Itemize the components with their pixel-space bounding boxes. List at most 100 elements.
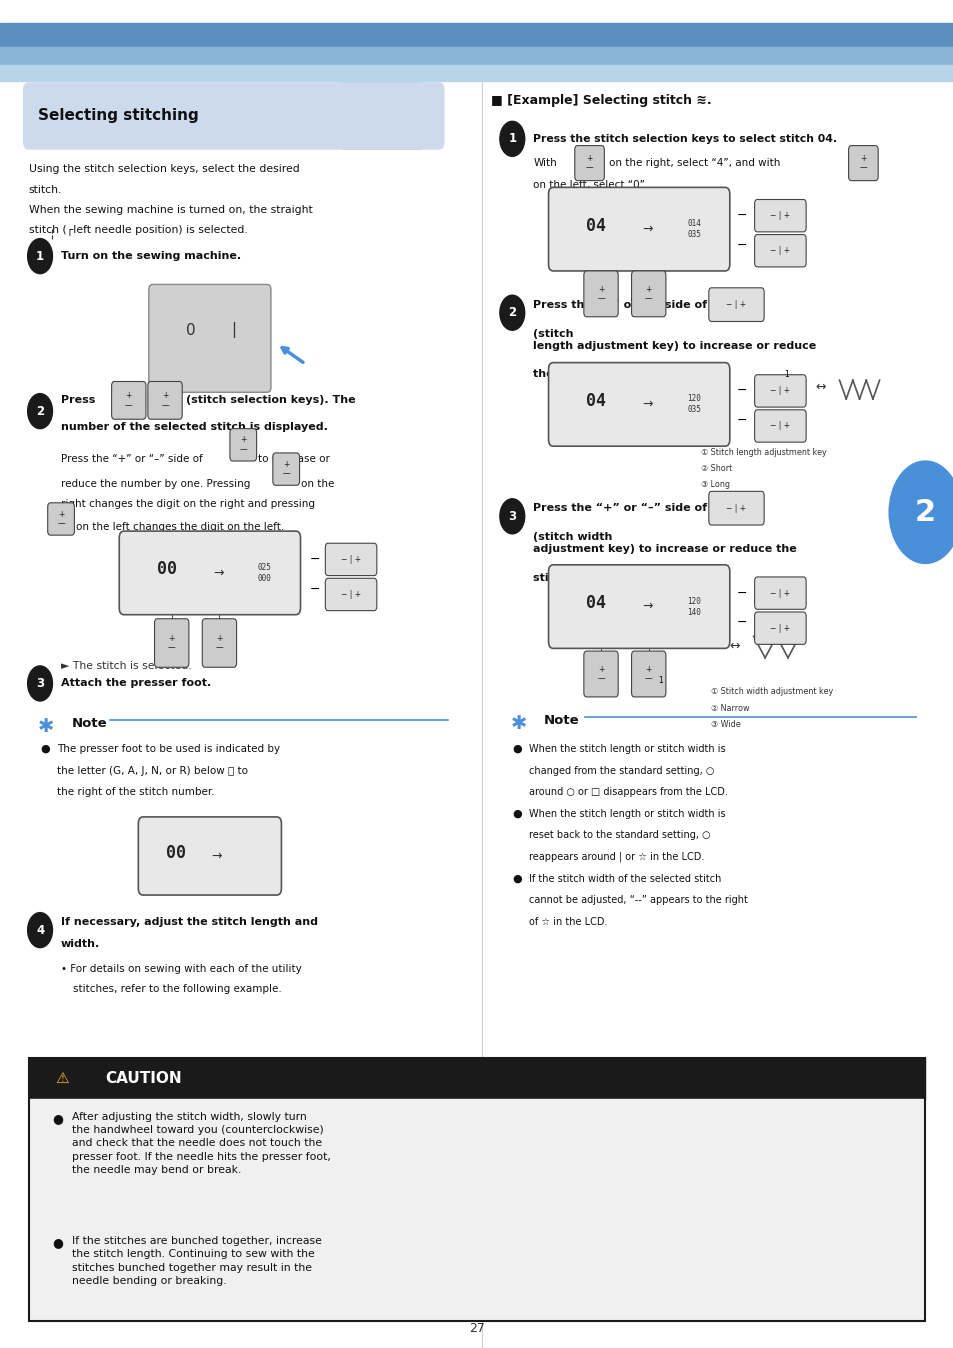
FancyBboxPatch shape xyxy=(119,531,300,615)
Text: right changes the digit on the right and pressing: right changes the digit on the right and… xyxy=(61,499,314,508)
Text: 04: 04 xyxy=(586,392,605,410)
FancyBboxPatch shape xyxy=(112,381,146,419)
Text: ●: ● xyxy=(40,744,50,754)
Text: Selecting stitching: Selecting stitching xyxy=(38,108,199,124)
Text: Press: Press xyxy=(61,395,95,406)
FancyBboxPatch shape xyxy=(138,817,281,895)
Text: 3: 3 xyxy=(508,510,516,523)
Text: −: − xyxy=(310,553,320,566)
FancyBboxPatch shape xyxy=(325,578,376,611)
Text: ① Stitch width adjustment key: ① Stitch width adjustment key xyxy=(710,687,832,697)
Text: Press the “+” or “–” side of: Press the “+” or “–” side of xyxy=(533,299,707,310)
Text: ⛵
J: ⛵ J xyxy=(259,852,265,874)
Text: →: → xyxy=(641,600,653,613)
Text: reset back to the standard setting, ○: reset back to the standard setting, ○ xyxy=(529,830,710,840)
Text: the stitch length.: the stitch length. xyxy=(533,369,640,379)
Text: +
—: + — xyxy=(215,634,223,652)
Text: on the left changes the digit on the left.: on the left changes the digit on the lef… xyxy=(76,522,284,531)
Text: to increase or: to increase or xyxy=(257,454,329,464)
Text: around ○ or □ disappears from the LCD.: around ○ or □ disappears from the LCD. xyxy=(529,787,727,797)
Text: ↔: ↔ xyxy=(729,640,740,652)
Text: →: → xyxy=(211,849,222,863)
Text: Press the “+” or “–” side of: Press the “+” or “–” side of xyxy=(61,454,203,464)
Text: +
—: + — xyxy=(161,391,169,410)
FancyBboxPatch shape xyxy=(848,146,878,181)
Text: After adjusting the stitch width, slowly turn
the handwheel toward you (counterc: After adjusting the stitch width, slowly… xyxy=(71,1112,330,1175)
Text: − | +: − | + xyxy=(769,422,790,430)
Text: +
—: + — xyxy=(239,435,247,454)
FancyBboxPatch shape xyxy=(708,287,763,321)
Text: ●: ● xyxy=(52,1112,63,1126)
Text: If the stitches are bunched together, increase
the stitch length. Continuing to : If the stitches are bunched together, in… xyxy=(71,1236,321,1286)
Text: 04: 04 xyxy=(586,217,605,235)
Text: 2: 2 xyxy=(508,306,516,319)
Text: on the right, select “4”, and with: on the right, select “4”, and with xyxy=(608,158,780,168)
FancyBboxPatch shape xyxy=(273,453,299,485)
Text: When the stitch length or stitch width is: When the stitch length or stitch width i… xyxy=(529,744,725,754)
FancyBboxPatch shape xyxy=(337,82,425,150)
Text: 1: 1 xyxy=(508,132,516,146)
Text: 00: 00 xyxy=(167,844,186,861)
Text: Turn on the sewing machine.: Turn on the sewing machine. xyxy=(61,251,241,262)
Text: −: − xyxy=(736,209,746,222)
Text: CAUTION: CAUTION xyxy=(105,1070,181,1086)
Text: +
—: + — xyxy=(168,634,175,652)
Text: Note: Note xyxy=(71,717,107,731)
Text: on the: on the xyxy=(300,479,334,488)
Text: changed from the standard setting, ○: changed from the standard setting, ○ xyxy=(529,766,714,775)
Text: 014
035: 014 035 xyxy=(686,220,700,239)
Text: ●: ● xyxy=(512,744,521,754)
Text: Press the “+” or “–” side of: Press the “+” or “–” side of xyxy=(533,503,707,514)
Text: cannot be adjusted, “--” appears to the right: cannot be adjusted, “--” appears to the … xyxy=(529,895,747,905)
Text: on the left, select “0”.: on the left, select “0”. xyxy=(533,179,648,190)
Text: +
—: + — xyxy=(644,284,652,303)
Text: stitches, refer to the following example.: stitches, refer to the following example… xyxy=(72,984,281,993)
Text: When the sewing machine is turned on, the straight: When the sewing machine is turned on, th… xyxy=(29,205,312,214)
Text: 2: 2 xyxy=(36,404,44,418)
Text: −: − xyxy=(736,586,746,600)
Text: • For details on sewing with each of the utility: • For details on sewing with each of the… xyxy=(61,964,301,973)
Text: ✱: ✱ xyxy=(510,714,526,733)
Text: of ☆ in the LCD.: of ☆ in the LCD. xyxy=(529,917,607,926)
Circle shape xyxy=(499,121,524,156)
Text: ② Short: ② Short xyxy=(700,464,732,473)
Text: − | +: − | + xyxy=(340,590,361,599)
Text: 27: 27 xyxy=(469,1321,484,1335)
FancyBboxPatch shape xyxy=(754,577,805,609)
FancyBboxPatch shape xyxy=(631,271,665,317)
Circle shape xyxy=(28,913,52,948)
Text: +
—: + — xyxy=(125,391,132,410)
Text: ●: ● xyxy=(512,874,521,883)
Text: +
—: + — xyxy=(282,460,290,479)
FancyBboxPatch shape xyxy=(754,375,805,407)
Bar xyxy=(29,1058,924,1099)
FancyBboxPatch shape xyxy=(149,284,271,392)
Text: →: → xyxy=(641,398,653,411)
FancyBboxPatch shape xyxy=(154,619,189,667)
Text: When the stitch length or stitch width is: When the stitch length or stitch width i… xyxy=(529,809,725,818)
Text: 025
000: 025 000 xyxy=(257,563,272,582)
FancyBboxPatch shape xyxy=(148,381,182,419)
Text: − | +: − | + xyxy=(769,624,790,632)
Text: 120
035: 120 035 xyxy=(686,395,700,414)
FancyBboxPatch shape xyxy=(574,146,604,181)
Text: With: With xyxy=(533,158,557,168)
FancyBboxPatch shape xyxy=(548,565,729,648)
Text: −: − xyxy=(736,616,746,630)
Text: 3: 3 xyxy=(36,677,44,690)
Text: 1: 1 xyxy=(784,371,788,379)
Text: +
—: + — xyxy=(597,284,604,303)
Text: the letter (G, A, J, N, or R) below ⛵ to: the letter (G, A, J, N, or R) below ⛵ to xyxy=(57,766,248,775)
Circle shape xyxy=(28,666,52,701)
Text: If necessary, adjust the stitch length and: If necessary, adjust the stitch length a… xyxy=(61,917,317,927)
Text: −: − xyxy=(310,582,320,596)
FancyBboxPatch shape xyxy=(48,503,74,535)
Text: stitch.: stitch. xyxy=(29,185,62,194)
Text: →: → xyxy=(641,222,653,236)
Text: ► The stitch is selected.: ► The stitch is selected. xyxy=(61,661,192,670)
Text: ■ [Example] Selecting stitch ≋.: ■ [Example] Selecting stitch ≋. xyxy=(491,94,711,108)
Text: 1: 1 xyxy=(36,249,44,263)
Circle shape xyxy=(499,295,524,330)
Text: ✱: ✱ xyxy=(38,717,54,736)
Text: −: − xyxy=(736,414,746,427)
